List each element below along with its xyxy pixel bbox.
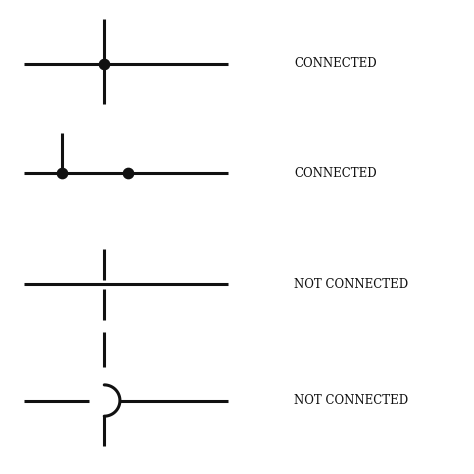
Point (124, 169, 132, 177)
Point (100, 60, 108, 68)
Text: NOT CONNECTED: NOT CONNECTED (294, 394, 408, 407)
Text: CONNECTED: CONNECTED (294, 166, 376, 180)
Text: NOT CONNECTED: NOT CONNECTED (294, 278, 408, 291)
Text: CONNECTED: CONNECTED (294, 57, 376, 71)
Point (58, 169, 65, 177)
